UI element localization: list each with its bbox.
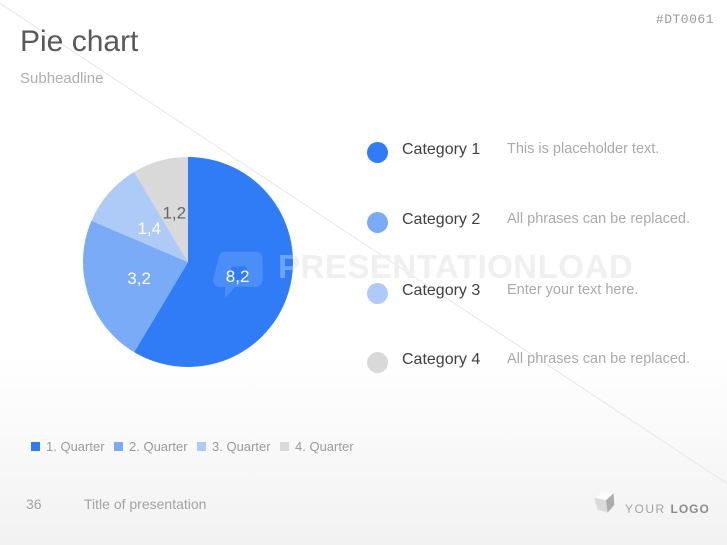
svg-text:1,2: 1,2	[162, 203, 186, 222]
svg-text:3,2: 3,2	[127, 269, 151, 288]
svg-text:1,4: 1,4	[137, 219, 161, 238]
